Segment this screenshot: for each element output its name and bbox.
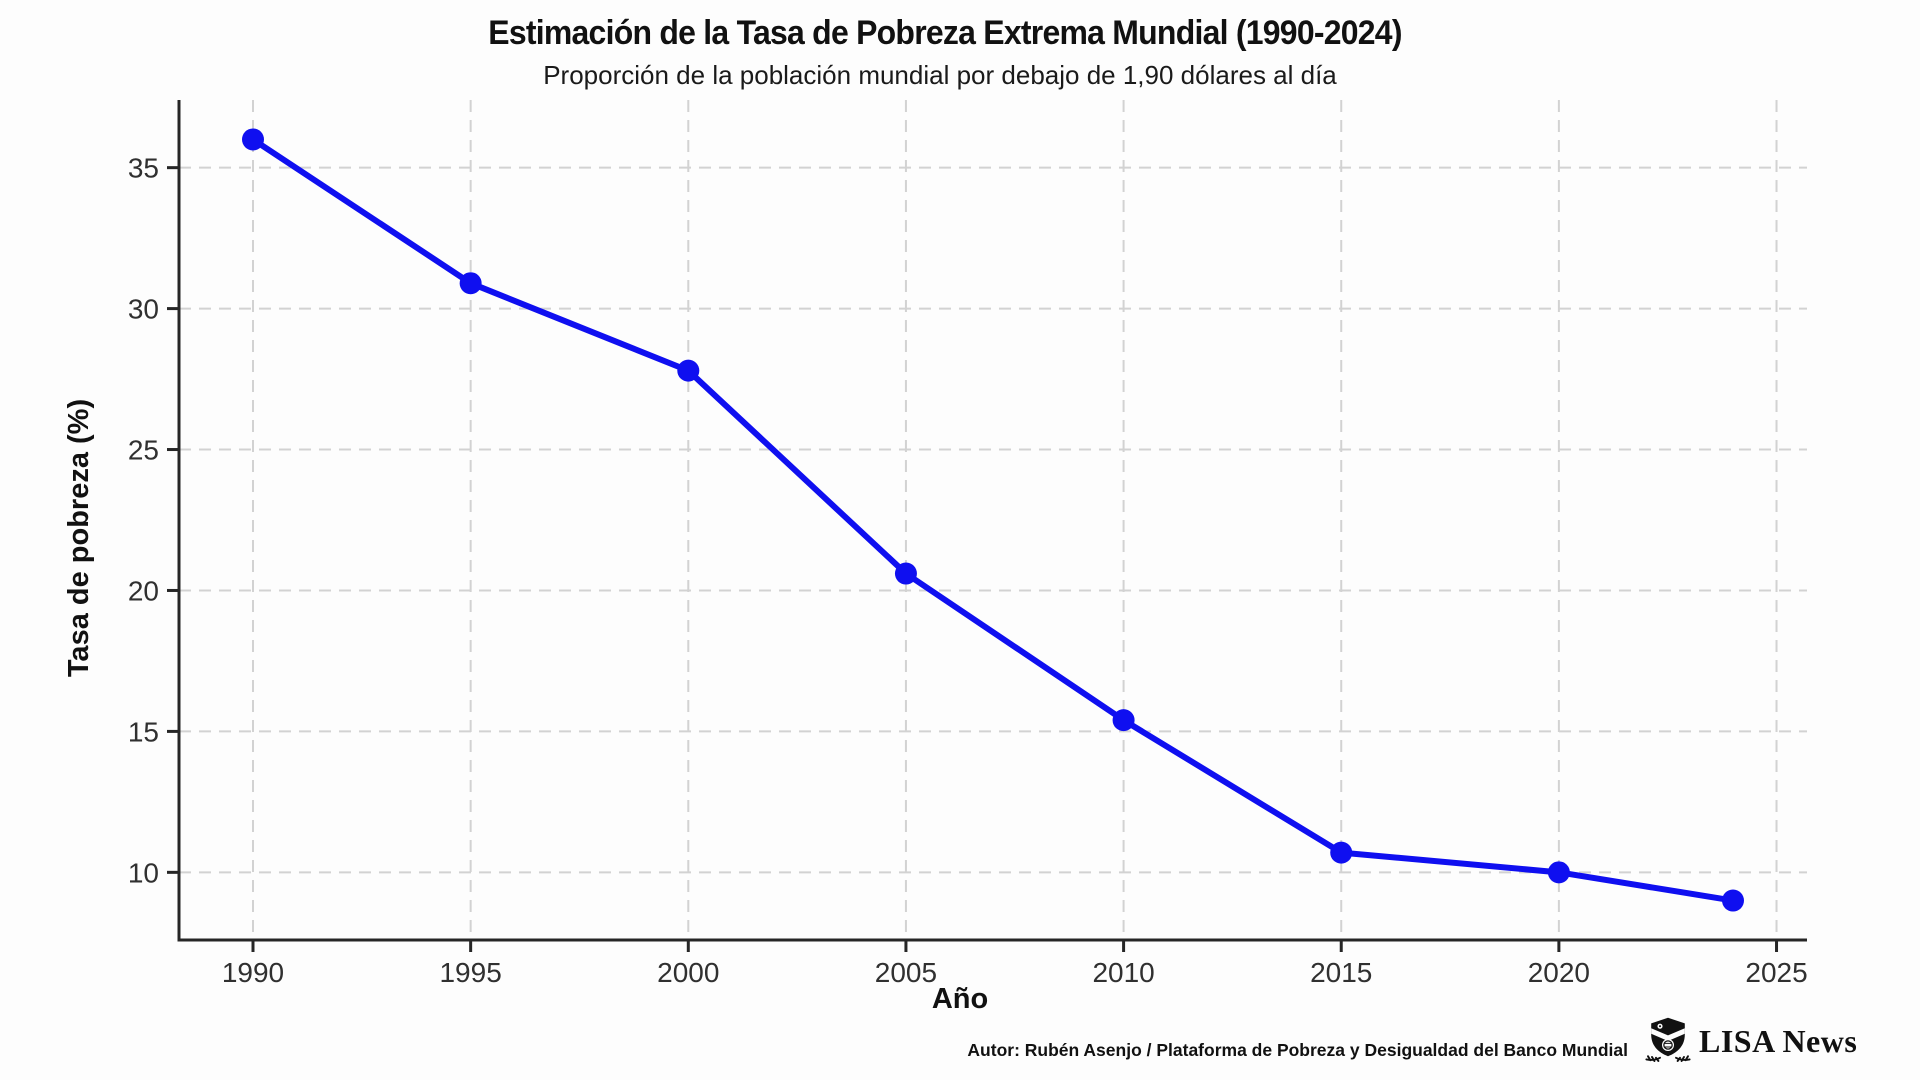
data-point bbox=[1330, 841, 1353, 864]
x-tick-label: 1995 bbox=[439, 957, 501, 988]
x-tick-label: 2020 bbox=[1528, 957, 1590, 988]
series-line bbox=[250, 136, 1736, 904]
shield-laurel-icon bbox=[1645, 1017, 1691, 1062]
data-point bbox=[1112, 709, 1135, 732]
data-point bbox=[677, 359, 700, 382]
x-tick-label: 2010 bbox=[1092, 957, 1154, 988]
y-tick-label: 30 bbox=[128, 294, 159, 325]
y-tick-label: 25 bbox=[128, 435, 159, 466]
y-tick-label: 15 bbox=[128, 716, 159, 747]
data-point bbox=[1547, 861, 1570, 884]
data-point bbox=[459, 272, 482, 295]
data-point bbox=[1722, 889, 1744, 912]
y-axis-label: Tasa de pobreza (%) bbox=[63, 399, 95, 677]
x-axis-label: Año bbox=[932, 983, 988, 1015]
author-credit: Autor: Rubén Asenjo / Plataforma de Pobr… bbox=[967, 1040, 1628, 1060]
x-tick-label: 1990 bbox=[222, 957, 284, 988]
lisa-news-logo: LISA News bbox=[1644, 1016, 1857, 1066]
data-point bbox=[894, 562, 917, 585]
x-tick-label: 2015 bbox=[1310, 957, 1372, 988]
y-tick-label: 20 bbox=[128, 575, 159, 606]
y-tick-label: 10 bbox=[128, 857, 159, 888]
x-tick-label: 2000 bbox=[657, 957, 719, 988]
x-tick-label: 2005 bbox=[875, 957, 937, 988]
brand-name: LISA News bbox=[1699, 1022, 1858, 1059]
y-tick-label: 35 bbox=[128, 153, 159, 184]
chart-title: Estimación de la Tasa de Pobreza Extrema… bbox=[488, 14, 1402, 52]
data-point bbox=[242, 128, 264, 151]
x-tick-label: 2025 bbox=[1745, 957, 1807, 988]
chart-subtitle: Proporción de la población mundial por d… bbox=[543, 60, 1337, 90]
